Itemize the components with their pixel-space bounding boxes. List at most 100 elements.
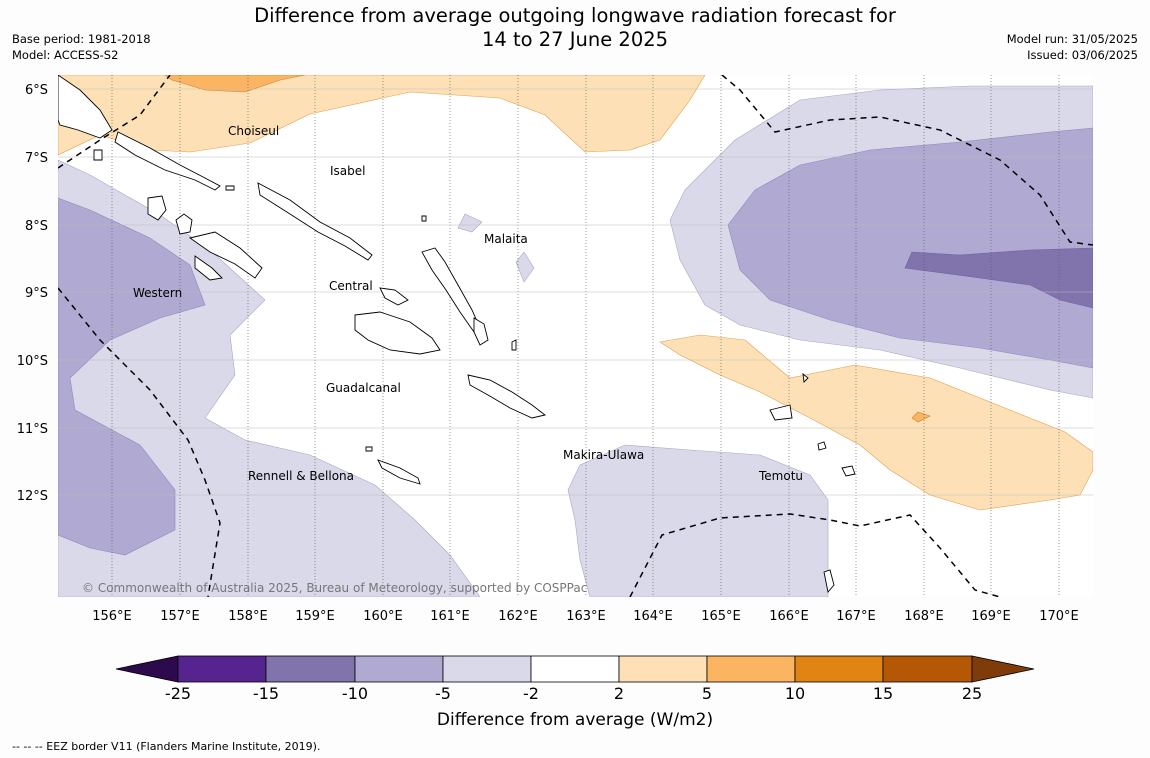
province-label-choiseul: Choiseul <box>228 124 279 138</box>
island-small-1 <box>93 149 103 161</box>
island-isabel <box>257 182 373 261</box>
lat-label-9s: 9°S <box>25 286 48 301</box>
colorbar-tick-label: -2 <box>523 684 539 703</box>
province-labels: Choiseul Isabel Malaita Western Central … <box>133 124 803 483</box>
colorbar-tick-label: 25 <box>961 684 983 703</box>
chart-title-line2: 14 to 27 June 2025 <box>481 28 669 51</box>
lon-label-160e: 160°E <box>363 609 403 624</box>
lon-label-159e: 159°E <box>295 609 335 624</box>
copyright-notice: © Commonwealth of Australia 2025, Bureau… <box>82 581 587 595</box>
island-small-3 <box>365 446 373 452</box>
colorbar-tick-label: -5 <box>435 684 451 703</box>
island-guadalcanal <box>354 311 441 355</box>
lat-label-6s: 6°S <box>25 83 48 98</box>
lon-label-161e: 161°E <box>430 609 470 624</box>
lon-label-158e: 158°E <box>228 609 268 624</box>
colorbar-tick-label: -25 <box>164 684 192 703</box>
colorbar-segment-2 <box>265 655 356 683</box>
island-small-malaita <box>473 317 489 346</box>
island-makira <box>467 374 547 419</box>
lon-label-166e: 166°E <box>769 609 809 624</box>
province-label-isabel: Isabel <box>330 164 365 178</box>
colorbar-segment-0 <box>115 655 179 683</box>
colorbar-segment-6 <box>618 655 708 683</box>
longitude-labels: 156°E 157°E 158°E 159°E 160°E 161°E 162°… <box>92 609 1079 624</box>
anomaly-region-negative-mod-e <box>727 127 1093 369</box>
lon-label-169e: 169°E <box>971 609 1011 624</box>
colorbar-segment-9 <box>882 655 973 683</box>
island-vanikoro <box>841 465 856 477</box>
gridlines <box>58 75 1093 597</box>
model-name: Model: ACCESS-S2 <box>12 48 119 62</box>
eez-borders <box>58 75 1093 597</box>
province-label-rennell-bellona: Rennell & Bellona <box>248 469 354 483</box>
lat-label-7s: 7°S <box>25 151 48 166</box>
colorbar-segment-8 <box>794 655 884 683</box>
issued-date: Issued: 03/06/2025 <box>1027 48 1138 62</box>
island-sikaiana <box>511 339 517 351</box>
model-run: Model run: 31/05/2025 <box>1006 32 1138 46</box>
anomaly-region-negative-s <box>567 444 829 597</box>
anomaly-region-negative-mod-w <box>58 197 206 556</box>
colorbar-tick-label: 5 <box>701 684 713 703</box>
lon-label-165e: 165°E <box>701 609 741 624</box>
lon-label-157e: 157°E <box>160 609 200 624</box>
olr-anomaly-fill <box>58 75 1093 597</box>
lat-label-8s: 8°S <box>25 219 48 234</box>
island-new-georgia <box>147 195 167 221</box>
colorbar-segment-5 <box>530 655 620 683</box>
island-small-2 <box>225 185 235 191</box>
lon-label-163e: 163°E <box>566 609 606 624</box>
eez-legend-note: -- -- -- EEZ border V11 (Flanders Marine… <box>12 740 321 753</box>
colorbar-tick-label: 2 <box>613 684 625 703</box>
anomaly-region-positive-strong-nw <box>164 75 306 93</box>
chart-title-line1: Difference from average outgoing longwav… <box>254 4 896 27</box>
island-choiseul <box>114 131 221 191</box>
meta-right: Model run: 31/05/2025 Issued: 03/06/2025 <box>1007 31 1138 63</box>
colorbar-segment-1 <box>177 655 267 683</box>
island-florida <box>379 287 409 306</box>
province-label-malaita: Malaita <box>484 232 528 246</box>
lat-label-10s: 10°S <box>17 354 48 369</box>
island-reef <box>802 372 809 383</box>
island-bougainville <box>58 75 113 139</box>
colorbar-tick-label: -15 <box>252 684 280 703</box>
province-label-guadalcanal: Guadalcanal <box>326 381 401 395</box>
island-kolombangara <box>175 213 193 235</box>
province-label-western: Western <box>133 286 182 300</box>
lon-label-167e: 167°E <box>836 609 876 624</box>
colorbar-segment-3 <box>354 655 444 683</box>
island-utupua <box>817 441 827 451</box>
base-period: Base period: 1981-2018 <box>12 32 151 46</box>
meta-left: Base period: 1981-2018 Model: ACCESS-S2 <box>12 31 151 63</box>
colorbar-tick-label: -10 <box>341 684 369 703</box>
lon-label-162e: 162°E <box>498 609 538 624</box>
lon-label-164e: 164°E <box>633 609 673 624</box>
island-small-4 <box>421 215 427 222</box>
island-anuta <box>823 569 835 593</box>
latitude-labels: 6°S 7°S 8°S 9°S 10°S 11°S 12°S <box>17 83 48 504</box>
island-rendova <box>194 255 223 281</box>
colorbar-segment-10 <box>971 655 1035 683</box>
island-rennell <box>377 459 421 485</box>
colorbar-tick-label: 10 <box>784 684 806 703</box>
province-label-makira-ulawa: Makira-Ulawa <box>563 448 644 462</box>
colorbar-segment-7 <box>706 655 796 683</box>
province-label-temotu: Temotu <box>758 469 803 483</box>
province-label-central: Central <box>329 279 373 293</box>
island-santa-cruz <box>769 404 793 421</box>
island-vella <box>188 231 263 279</box>
lon-label-156e: 156°E <box>92 609 132 624</box>
lon-label-168e: 168°E <box>904 609 944 624</box>
colorbar <box>115 655 1035 683</box>
lat-label-12s: 12°S <box>17 489 48 504</box>
anomaly-patch-positive-strong-e <box>911 411 931 423</box>
lon-label-170e: 170°E <box>1039 609 1079 624</box>
coastlines <box>58 75 856 593</box>
anomaly-patch-malaita <box>457 213 483 233</box>
lat-label-11s: 11°S <box>17 422 48 437</box>
colorbar-segment-4 <box>442 655 532 683</box>
colorbar-tick-label: 15 <box>872 684 894 703</box>
anomaly-patch-east-malaita <box>515 251 535 283</box>
